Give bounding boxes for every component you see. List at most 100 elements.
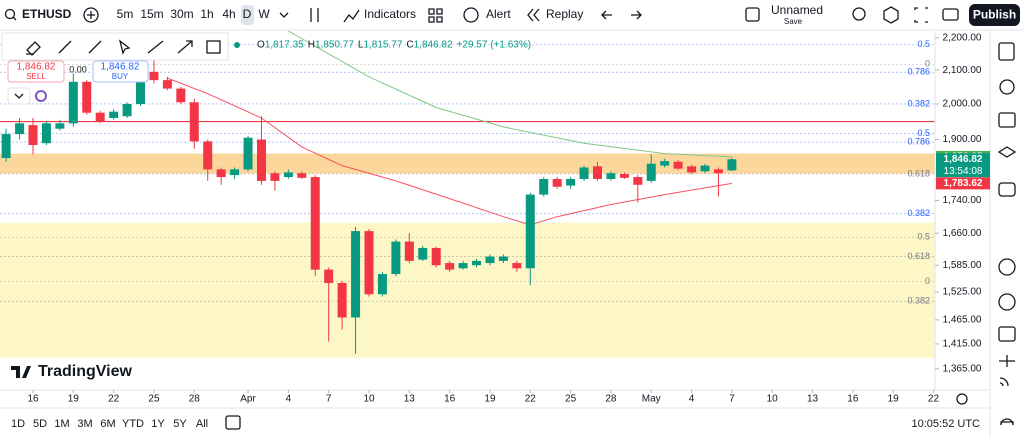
snapshot-icon[interactable] (942, 8, 959, 21)
x-tick-label: 10 (363, 394, 375, 405)
quick-search-icon[interactable] (852, 7, 866, 21)
alert-icon (463, 7, 479, 23)
undo-button[interactable] (601, 10, 612, 20)
symbol[interactable]: ETHUSD (22, 7, 72, 21)
y-tick-label: 1,585.00 (943, 260, 982, 271)
price-badge (936, 177, 990, 190)
layout-checkbox[interactable] (745, 7, 760, 22)
range-button[interactable]: YTD (122, 418, 144, 430)
indicators-button[interactable]: Indicators (364, 7, 416, 21)
layout-name[interactable]: Unnamed (771, 3, 823, 17)
range-button[interactable]: 1M (54, 418, 69, 430)
notes-icon[interactable] (998, 326, 1016, 342)
collapse-button[interactable] (7, 87, 31, 105)
y-tick-label: 1,465.00 (943, 314, 982, 325)
interval-button[interactable]: 4h (222, 7, 235, 21)
x-tick-label: Apr (240, 394, 256, 405)
moving-average (288, 31, 732, 158)
refresh-icon[interactable] (35, 90, 47, 102)
trend-tool[interactable] (58, 40, 72, 54)
range-button[interactable]: 3M (77, 418, 92, 430)
buy-button[interactable] (92, 60, 149, 83)
candle-body (498, 256, 508, 261)
candle-body (82, 81, 92, 113)
replay-icon (527, 8, 540, 22)
interval-dropdown[interactable] (279, 12, 289, 18)
candle-body (458, 263, 468, 269)
range-button[interactable]: All (196, 418, 208, 430)
legend-key: L (358, 40, 364, 51)
active-interval-bg (241, 5, 254, 25)
brush-tool[interactable] (26, 41, 41, 56)
price-badge (936, 153, 990, 178)
fib-label: 0.382 (907, 208, 930, 218)
x-tick-label: May (642, 394, 661, 405)
candle-body (216, 169, 226, 178)
rectangle-tool[interactable] (206, 40, 221, 54)
range-button[interactable]: 5D (33, 418, 47, 430)
save-label[interactable]: Save (784, 17, 803, 26)
replay-button[interactable]: Replay (546, 7, 583, 21)
candle-body (404, 241, 414, 261)
candle-body (68, 81, 78, 124)
chat-icon[interactable] (998, 112, 1016, 128)
stream-icon[interactable] (999, 377, 1009, 387)
alert-button[interactable]: Alert (486, 7, 511, 21)
target-icon[interactable] (998, 258, 1016, 276)
interval-button[interactable]: 30m (170, 7, 193, 21)
sell-price[interactable]: 1,846.82 (17, 62, 56, 73)
candle-body (485, 256, 495, 264)
x-tick-label: 19 (484, 394, 496, 405)
candle-body (324, 269, 334, 283)
interval-button[interactable]: D (243, 7, 252, 21)
arrow-tool[interactable] (177, 40, 193, 54)
candle-body (418, 247, 428, 260)
range-button[interactable]: 1D (11, 418, 25, 430)
fib-label: 0 (925, 276, 930, 286)
axis-settings[interactable] (956, 393, 968, 405)
x-tick-label: 25 (148, 394, 160, 405)
y-tick-label: 1,415.00 (943, 339, 982, 350)
candle-body (525, 194, 535, 269)
candle-body (243, 137, 253, 170)
chart-type-icon[interactable] (310, 8, 319, 22)
watermark-logo (11, 366, 31, 378)
alerts-icon[interactable] (999, 79, 1015, 95)
sell-label[interactable]: SELL (26, 72, 46, 81)
interval-button[interactable]: 5m (117, 7, 134, 21)
watchlist-icon[interactable] (998, 42, 1015, 61)
fib-label: 0.5 (917, 39, 930, 49)
ideas-icon[interactable] (998, 182, 1016, 197)
candle-body (297, 173, 307, 178)
goto-date[interactable] (225, 415, 241, 430)
layers-icon[interactable] (997, 146, 1017, 158)
interval-button[interactable]: 1h (200, 7, 213, 21)
range-button[interactable]: 1Y (151, 418, 165, 430)
legend-value: 1,850.77 (315, 40, 354, 51)
search-icon[interactable] (4, 8, 16, 20)
x-tick-label: 22 (108, 394, 120, 405)
x-tick-label: 19 (68, 394, 80, 405)
sell-button[interactable] (7, 60, 65, 83)
price-badge-label: 1,846.82 (944, 154, 983, 165)
candle-body (660, 161, 670, 166)
ray-tool[interactable] (88, 40, 102, 54)
buy-label[interactable]: BUY (112, 72, 129, 81)
cursor-tool[interactable] (118, 39, 131, 55)
settings-icon[interactable] (883, 6, 899, 24)
notifications-icon[interactable] (1000, 418, 1014, 426)
calendar-icon[interactable] (998, 293, 1016, 311)
interval-button[interactable]: W (258, 7, 270, 21)
interval-button[interactable]: 15m (140, 7, 163, 21)
fullscreen-icon[interactable] (914, 7, 928, 23)
line-tool[interactable] (147, 40, 164, 54)
layouts-icon[interactable] (428, 8, 443, 23)
range-button[interactable]: 6M (100, 418, 115, 430)
publish-button[interactable] (969, 4, 1020, 26)
buy-price[interactable]: 1,846.82 (101, 62, 140, 73)
compare-button[interactable] (83, 7, 99, 23)
layout-icon[interactable] (999, 355, 1015, 367)
range-button[interactable]: 5Y (173, 418, 187, 430)
redo-button[interactable] (631, 10, 642, 20)
